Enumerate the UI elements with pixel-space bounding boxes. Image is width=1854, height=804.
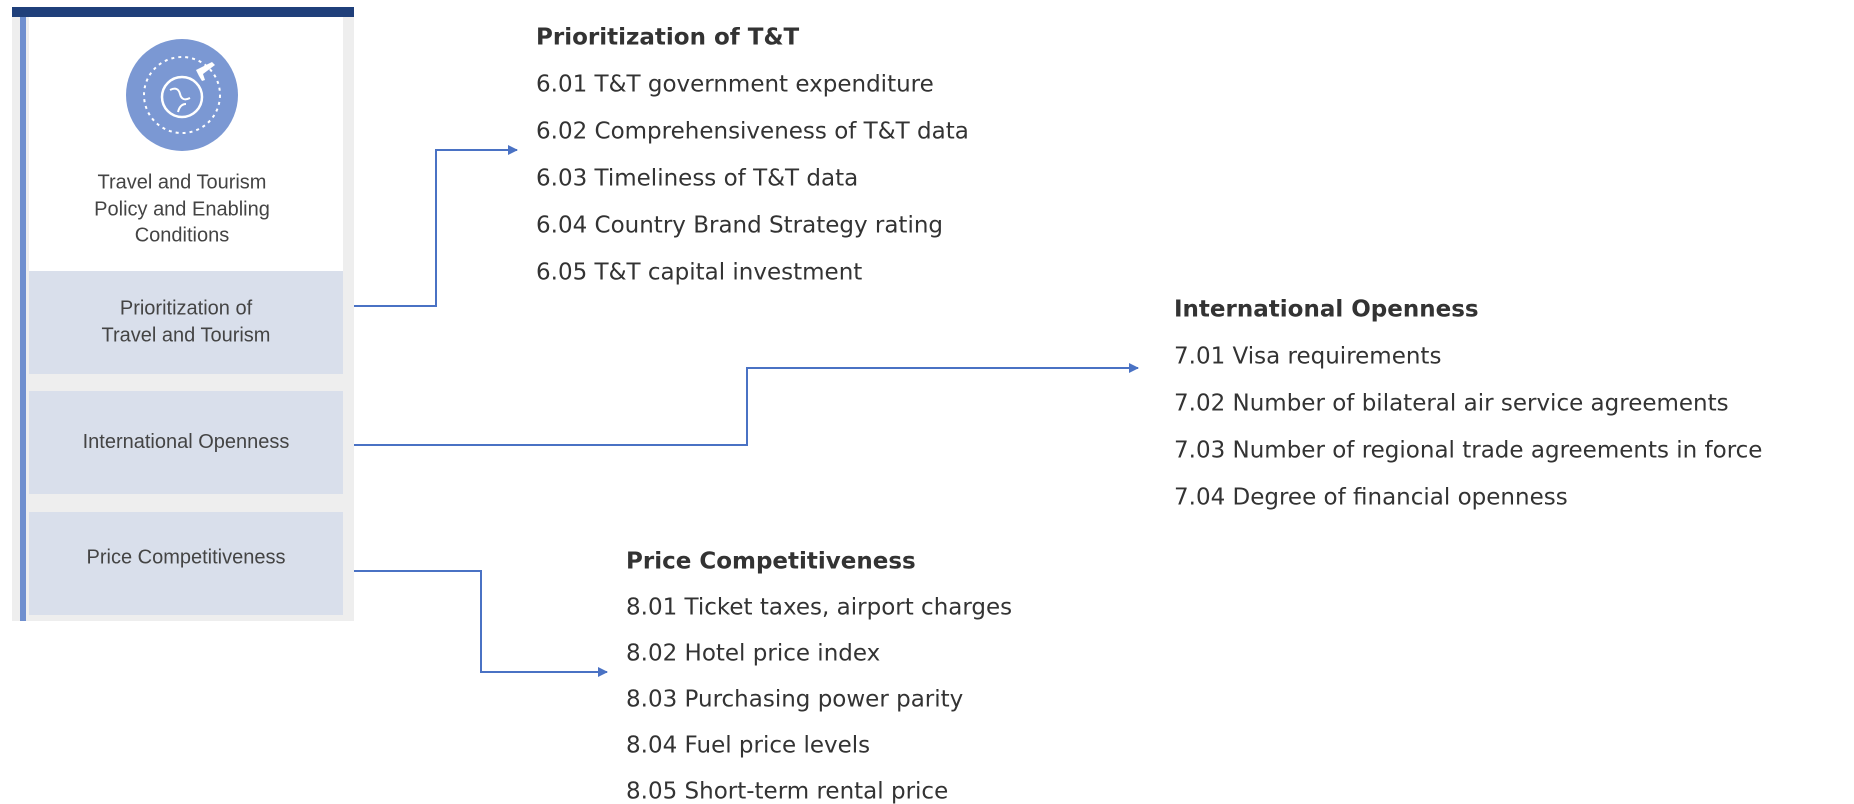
group-item: 7.02 Number of bilateral air service agr… xyxy=(1174,391,1729,417)
group-item: 8.02 Hotel price index xyxy=(626,641,880,667)
group-item: 7.03 Number of regional trade agreements… xyxy=(1174,438,1762,464)
group-item: 8.01 Ticket taxes, airport charges xyxy=(626,595,1012,621)
panel-top-bar xyxy=(12,7,354,17)
group-item: 6.05 T&T capital investment xyxy=(536,260,862,286)
group-title: Prioritization of T&T xyxy=(536,25,800,51)
connector xyxy=(354,570,608,677)
pillar-label: Travel and Tourism xyxy=(102,324,271,346)
panel-title: Policy and Enabling xyxy=(94,198,270,220)
group-item: 8.04 Fuel price levels xyxy=(626,733,870,759)
group-item: 6.04 Country Brand Strategy rating xyxy=(536,213,943,239)
group-item: 7.04 Degree of financial openness xyxy=(1174,485,1568,511)
group-item: 8.05 Short-term rental price xyxy=(626,779,948,804)
group-title: International Openness xyxy=(1174,297,1479,323)
panel-title: Travel and Tourism xyxy=(98,171,267,193)
group-item: 6.03 Timeliness of T&T data xyxy=(536,166,858,192)
pillar-box xyxy=(29,512,343,615)
group-item: 6.01 T&T government expenditure xyxy=(536,72,934,98)
group-item: 8.03 Purchasing power parity xyxy=(626,687,963,713)
panel-title: Conditions xyxy=(135,224,230,246)
connector xyxy=(354,145,518,307)
pillar-label: Prioritization of xyxy=(120,297,253,319)
pillar-label: International Openness xyxy=(83,431,290,453)
group-item: 7.01 Visa requirements xyxy=(1174,344,1441,370)
connector xyxy=(354,363,1139,446)
group-title: Price Competitiveness xyxy=(626,549,916,575)
pillar-box xyxy=(29,391,343,494)
panel-side-stripe xyxy=(20,17,26,621)
globe-icon xyxy=(126,39,238,151)
pillar-box xyxy=(29,271,343,374)
pillar-label: Price Competitiveness xyxy=(87,546,286,568)
group-item: 6.02 Comprehensiveness of T&T data xyxy=(536,119,969,145)
